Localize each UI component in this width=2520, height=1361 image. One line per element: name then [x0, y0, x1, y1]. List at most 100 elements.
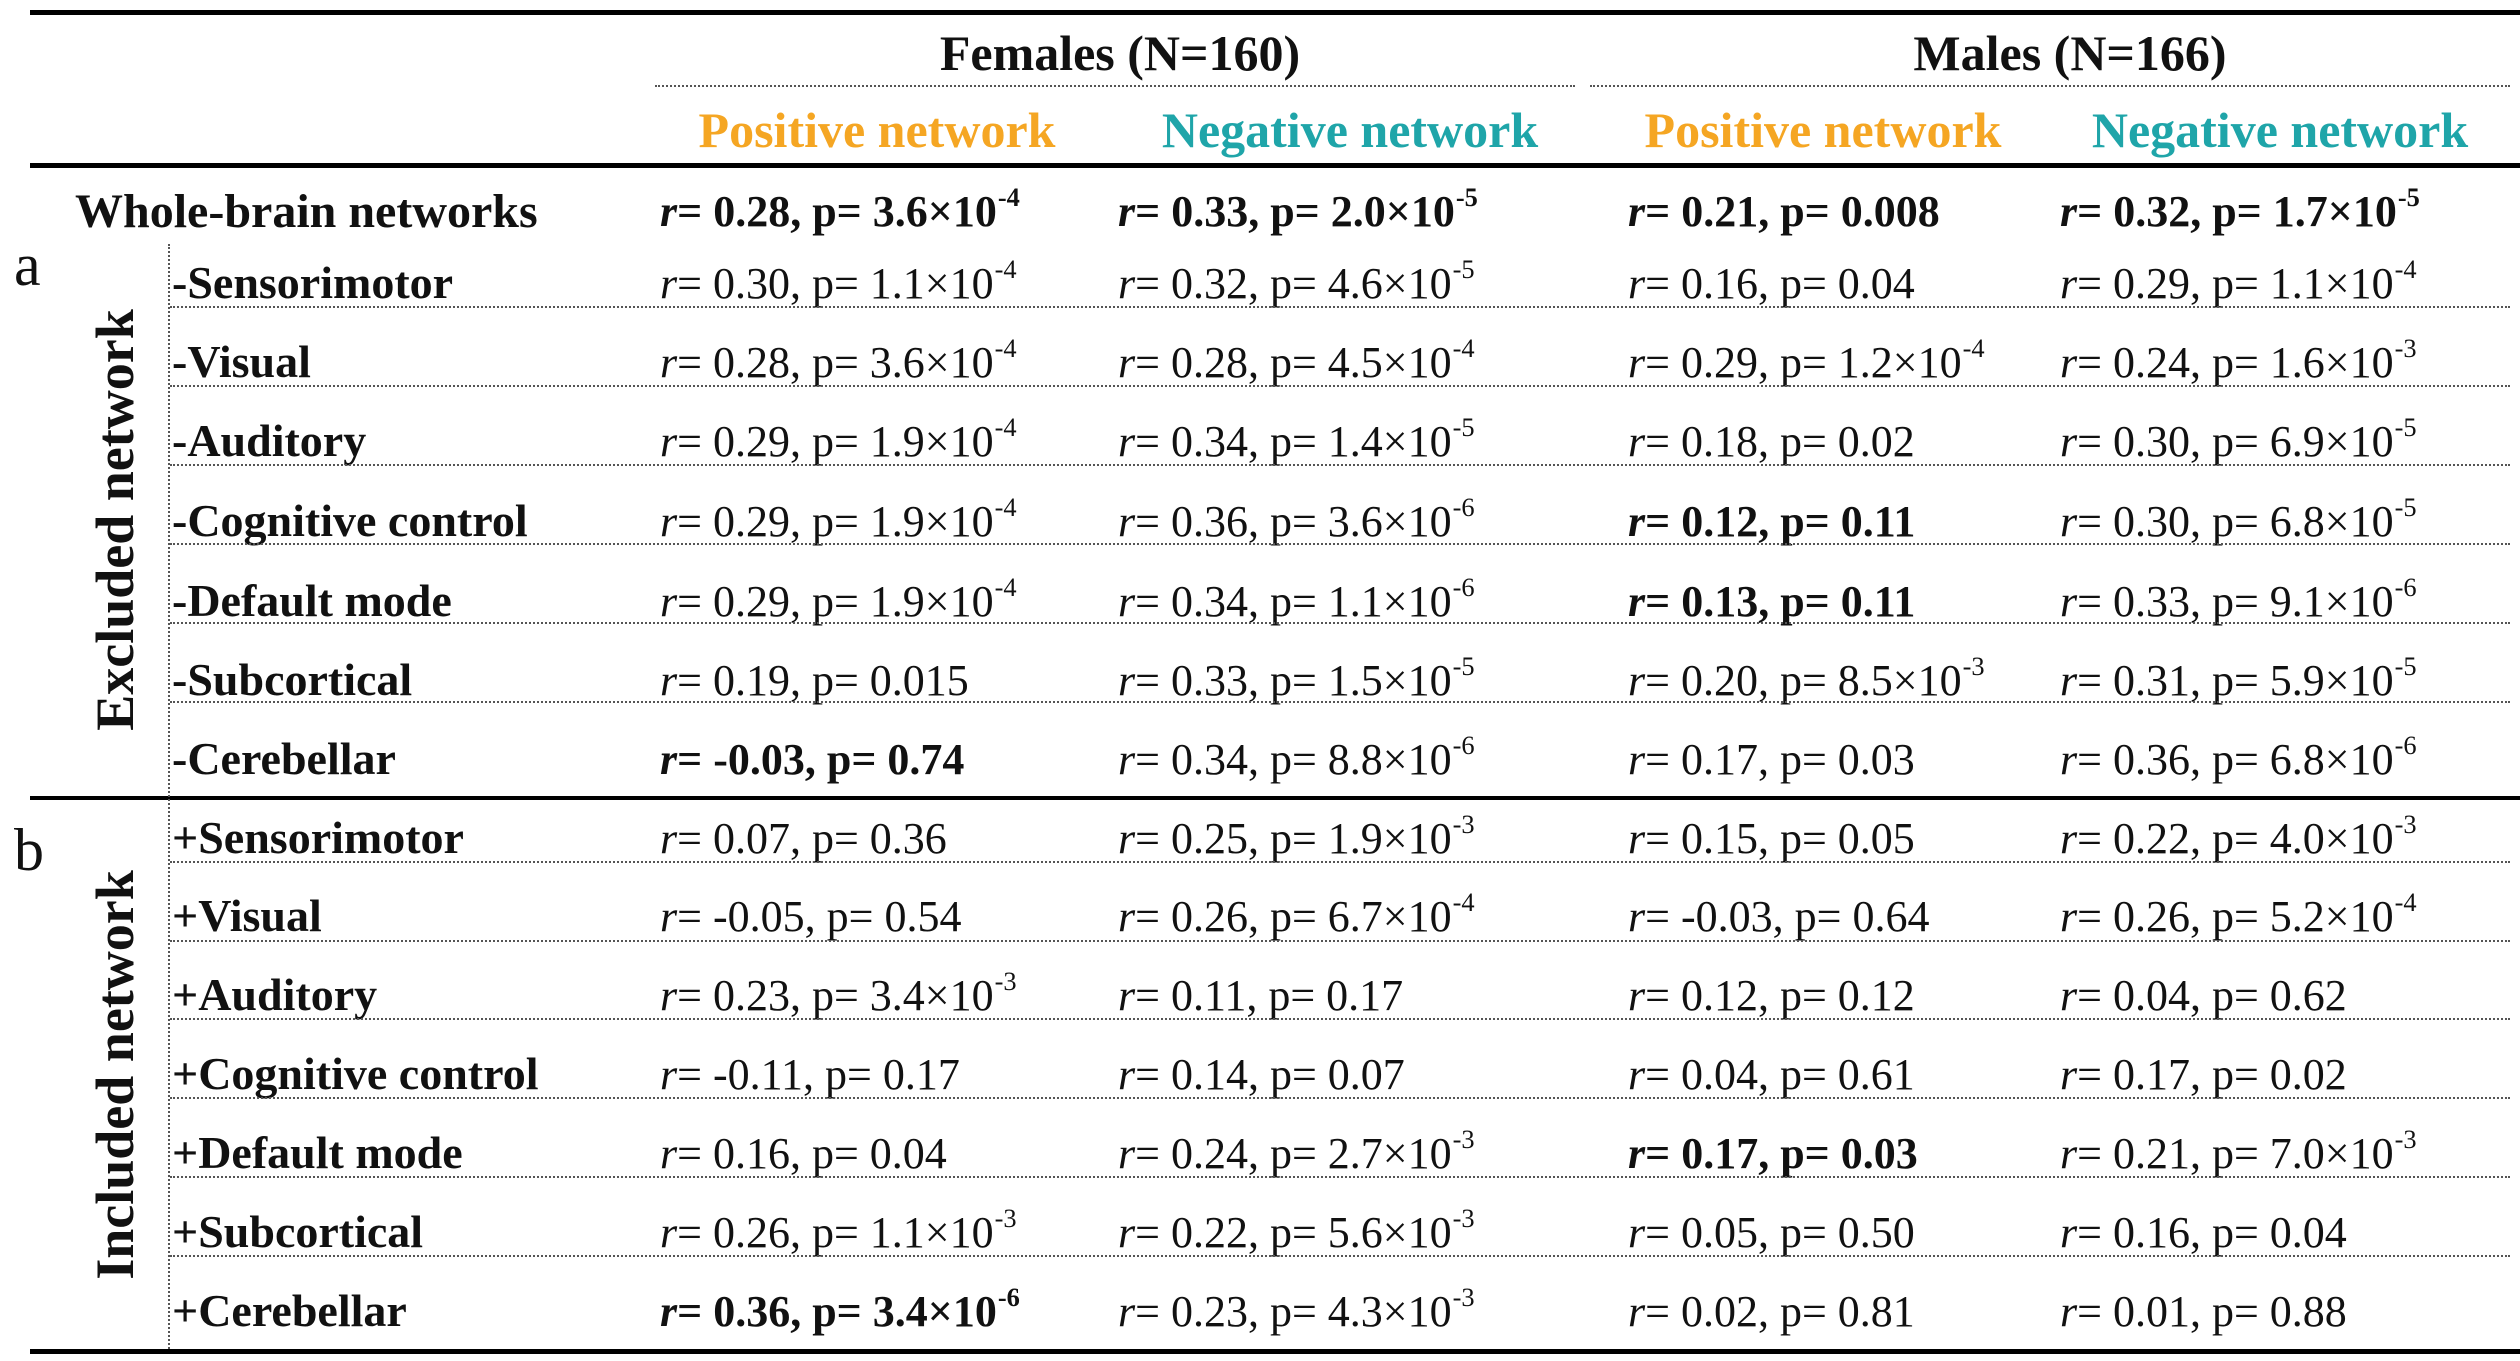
- p-separator: , p=: [1757, 814, 1838, 863]
- p-separator: , p=: [1247, 338, 1328, 387]
- row-divider: [170, 1097, 2510, 1099]
- p-separator: , p=: [1757, 1050, 1838, 1099]
- equals-sign: =: [677, 971, 713, 1020]
- p-separator: , p=: [1247, 656, 1328, 705]
- equals-sign: =: [677, 656, 713, 705]
- table-cell: r= 0.07, p= 0.36: [660, 817, 947, 861]
- p-exponent: -6: [2394, 730, 2417, 761]
- r-symbol: r: [660, 814, 678, 863]
- r-value: 0.12: [1681, 497, 1759, 546]
- r-value: 0.31: [2112, 656, 2190, 705]
- equals-sign: =: [677, 417, 713, 466]
- table-cell: r= 0.30, p= 1.1×10-4: [660, 256, 1017, 308]
- p-separator: , p=: [1757, 1208, 1838, 1257]
- r-symbol: r: [1628, 577, 1646, 626]
- p-value: 4.5×10: [1327, 338, 1452, 387]
- equals-sign: =: [1645, 1050, 1681, 1099]
- table-cell: r= 0.16, p= 0.04: [1628, 262, 1915, 306]
- r-symbol: r: [660, 656, 678, 705]
- equals-sign: =: [2077, 417, 2113, 466]
- equals-sign: =: [1645, 187, 1682, 236]
- r-value: 0.24: [2112, 338, 2190, 387]
- p-separator: , p=: [1757, 735, 1838, 784]
- row-divider: [170, 940, 2510, 942]
- table-cell: r= 0.33, p= 9.1×10-6: [2060, 574, 2417, 626]
- p-exponent: -4: [994, 254, 1017, 285]
- p-value: 8.5×10: [1837, 656, 1962, 705]
- p-separator: , p=: [789, 259, 870, 308]
- r-value: 0.12: [1680, 971, 1758, 1020]
- p-value: 5.6×10: [1327, 1208, 1452, 1257]
- p-exponent: -3: [2394, 809, 2417, 840]
- p-value: 0.02: [2269, 1050, 2347, 1099]
- p-value: 6.8×10: [2269, 497, 2394, 546]
- p-value: 0.74: [887, 735, 965, 784]
- p-value: 9.1×10: [2269, 577, 2394, 626]
- equals-sign: =: [1135, 735, 1171, 784]
- r-symbol: r: [1118, 1129, 1136, 1178]
- p-separator: , p=: [2189, 892, 2270, 941]
- r-value: 0.30: [712, 259, 790, 308]
- table-cell: r= 0.01, p= 0.88: [2060, 1290, 2347, 1334]
- table-cell: r= 0.34, p= 8.8×10-6: [1118, 732, 1475, 784]
- equals-sign: =: [2077, 1129, 2113, 1178]
- r-value: -0.03: [1680, 892, 1773, 941]
- r-symbol: r: [1118, 656, 1136, 705]
- p-value: 1.5×10: [1327, 656, 1452, 705]
- r-symbol: r: [1118, 259, 1136, 308]
- p-exponent: -5: [2397, 182, 2420, 213]
- p-value: 0.64: [1852, 892, 1930, 941]
- p-exponent: -4: [2394, 254, 2417, 285]
- r-value: 0.21: [1681, 187, 1759, 236]
- equals-sign: =: [2077, 338, 2113, 387]
- equals-sign: =: [1645, 1129, 1682, 1178]
- equals-sign: =: [1135, 1287, 1171, 1336]
- p-separator: , p=: [2189, 656, 2270, 705]
- equals-sign: =: [677, 1129, 713, 1178]
- r-value: 0.01: [2112, 1287, 2190, 1336]
- row-label: -Sensorimotor: [172, 257, 454, 308]
- r-value: 0.13: [1681, 577, 1759, 626]
- equals-sign: =: [1645, 735, 1681, 784]
- p-separator: , p=: [1246, 971, 1327, 1020]
- equals-sign: =: [1135, 971, 1171, 1020]
- table-cell: r= 0.18, p= 0.02: [1628, 420, 1915, 464]
- p-exponent: -4: [1452, 887, 1475, 918]
- table-cell: r= 0.29, p= 1.9×10-4: [660, 574, 1017, 626]
- p-exponent: -5: [1452, 254, 1475, 285]
- p-separator: , p=: [2189, 971, 2270, 1020]
- r-symbol: r: [1118, 187, 1136, 236]
- r-symbol: r: [1628, 1129, 1646, 1178]
- p-separator: , p=: [1757, 259, 1838, 308]
- table-cell: r= 0.14, p= 0.07: [1118, 1053, 1405, 1097]
- p-exponent: -3: [1452, 809, 1475, 840]
- equals-sign: =: [1645, 656, 1681, 705]
- p-value: 6.7×10: [1327, 892, 1452, 941]
- r-value: 0.30: [2112, 417, 2190, 466]
- r-symbol: r: [1628, 187, 1646, 236]
- p-separator: , p=: [2189, 1050, 2270, 1099]
- r-symbol: r: [2060, 338, 2078, 387]
- p-separator: , p=: [789, 577, 870, 626]
- equals-sign: =: [2077, 656, 2113, 705]
- equals-sign: =: [1135, 1208, 1171, 1257]
- p-value: 0.04: [2269, 1208, 2347, 1257]
- p-value: 0.62: [2269, 971, 2347, 1020]
- r-value: 0.36: [1170, 497, 1248, 546]
- table-cell: r= 0.29, p= 1.9×10-4: [660, 494, 1017, 544]
- row-label: Whole-brain networks: [75, 185, 538, 238]
- p-exponent: -5: [1452, 412, 1475, 443]
- r-symbol: r: [660, 259, 678, 308]
- equals-sign: =: [1135, 656, 1171, 705]
- table-cell: r= 0.04, p= 0.62: [2060, 974, 2347, 1018]
- p-separator: , p=: [1247, 1287, 1328, 1336]
- table-cell: r= 0.28, p= 3.6×10-4: [660, 335, 1017, 385]
- row-divider: [170, 1018, 2510, 1020]
- table-cell: r= 0.12, p= 0.12: [1628, 974, 1915, 1018]
- p-separator: , p=: [1247, 735, 1328, 784]
- p-separator: , p=: [1758, 1129, 1841, 1178]
- p-value: 3.6×10: [1327, 497, 1452, 546]
- r-symbol: r: [660, 577, 678, 626]
- p-value: 4.0×10: [2269, 814, 2394, 863]
- p-exponent: -3: [1452, 1124, 1475, 1155]
